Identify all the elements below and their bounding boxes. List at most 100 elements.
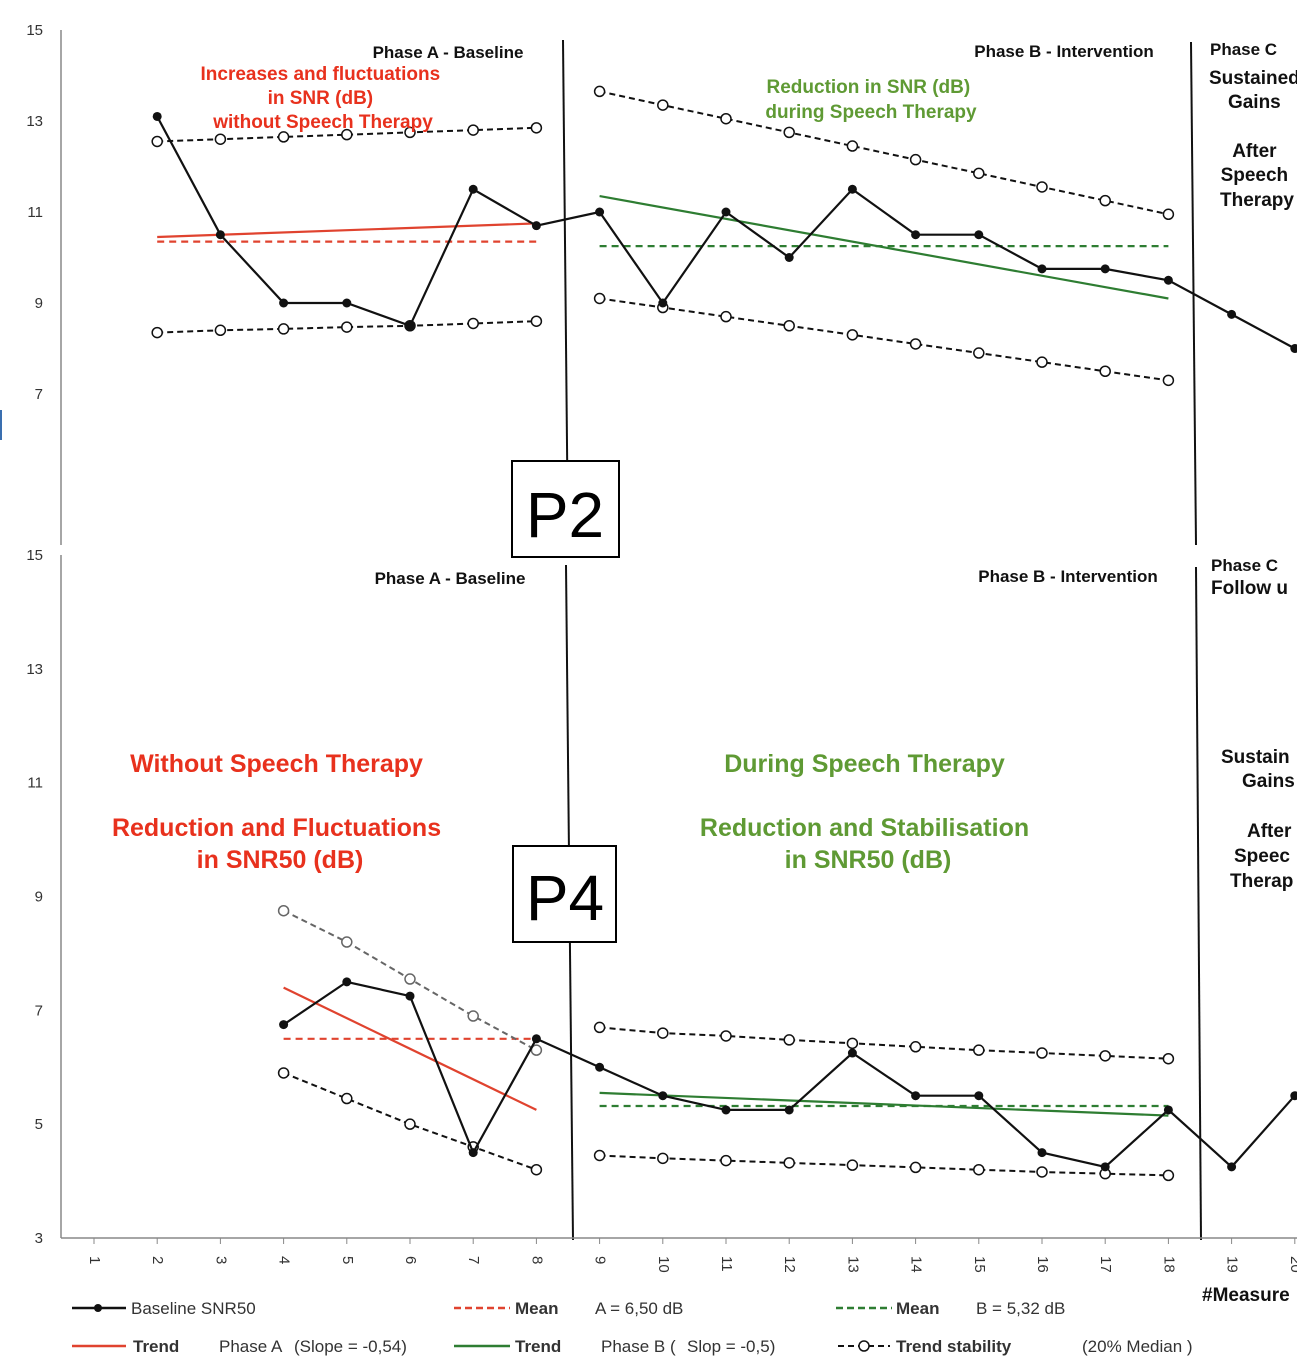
data-point (152, 111, 162, 121)
x-tick-label: 11 (718, 1256, 735, 1272)
p2-phase-a-note: Increases and fluctuations in SNR (dB) w… (201, 64, 446, 133)
stability-point (530, 122, 543, 134)
stability-point (277, 1067, 290, 1079)
stability-point (530, 1163, 543, 1176)
stability-point (657, 1152, 669, 1165)
stability-point (909, 1041, 922, 1053)
stability-point (973, 347, 985, 359)
series-line-trend-b (599, 1091, 1169, 1117)
stability-point (593, 85, 606, 98)
x-tick-label: 1 (86, 1256, 103, 1264)
x-tick-label: 18 (1160, 1256, 1177, 1273)
data-point (974, 230, 984, 240)
x-tick-label: 15 (971, 1256, 988, 1273)
p4-label-box: P4 (512, 845, 617, 943)
edge-mark (0, 410, 2, 440)
data-point (468, 184, 478, 194)
stability-point (720, 1154, 732, 1167)
x-tick-label: 9 (592, 1256, 609, 1264)
p4-phase-c-label: Phase C (1211, 556, 1278, 575)
data-point (1100, 264, 1110, 274)
stability-point (1036, 1166, 1048, 1178)
stability-point (277, 904, 290, 917)
data-point (1163, 275, 1173, 285)
x-tick-label: 4 (276, 1256, 293, 1264)
series-line-trend-a (283, 986, 537, 1111)
stability-point (593, 292, 606, 305)
data-point (1227, 309, 1237, 319)
stability-point (341, 321, 353, 333)
data-point (1163, 1105, 1173, 1115)
stability-point (909, 1161, 922, 1174)
stability-point (593, 1021, 606, 1034)
data-point (1227, 1162, 1237, 1172)
p2-panel: Phase A - Baseline Phase B - Interventio… (201, 40, 1297, 211)
stability-point (1036, 181, 1048, 193)
stability-point (404, 126, 416, 139)
stability-point (846, 1037, 859, 1050)
x-tick-label: 16 (1034, 1256, 1051, 1273)
p4-label: P4 (526, 862, 604, 934)
stability-point (151, 135, 163, 148)
data-point (1100, 1162, 1110, 1172)
x-tick-label: 7 (465, 1256, 482, 1264)
y-tick-label: 13 (26, 113, 43, 130)
data-point (531, 221, 541, 231)
x-tick-label: 10 (655, 1256, 672, 1273)
p4-phase-b-label: Phase B - Intervention (978, 567, 1157, 586)
p4-phase-c-note: Sustain Gains After Speec Therap (1221, 747, 1297, 892)
stability-point (783, 1034, 795, 1046)
data-point (595, 207, 605, 217)
svg-text:B = 5,32 dB: B = 5,32 dB (976, 1299, 1065, 1318)
stability-point (341, 936, 353, 948)
stability-point (973, 1163, 985, 1176)
svg-text:Slop = -0,5): Slop = -0,5) (687, 1337, 775, 1356)
p2-phase-a-label: Phase A - Baseline (373, 43, 524, 62)
stability-point (846, 329, 859, 341)
stability-point (214, 324, 227, 337)
y-tick-label: 5 (35, 1116, 43, 1133)
stability-point (657, 99, 669, 111)
stability-point (1036, 356, 1048, 368)
stability-point (530, 1044, 543, 1056)
data-point (911, 230, 921, 240)
p2-phase-c-label: Phase C (1210, 40, 1277, 59)
data-point (1290, 1091, 1297, 1101)
data-point (215, 230, 225, 240)
svg-text:Baseline SNR50: Baseline SNR50 (131, 1299, 256, 1318)
p4-panel: Phase A - Baseline Phase B - Interventio… (112, 556, 1297, 892)
p2-label-box: P2 (511, 460, 620, 558)
stability-point (720, 1030, 732, 1042)
stability-point (973, 167, 985, 180)
stability-point (151, 326, 163, 339)
x-tick-label: 19 (1224, 1256, 1241, 1273)
data-point (658, 1091, 668, 1101)
p2-phase-b-note: Reduction in SNR (dB) during Speech Ther… (765, 77, 977, 123)
data-point (342, 977, 352, 987)
svg-text:Trend: Trend (515, 1337, 561, 1356)
legend-trend-b: Trend Phase B ( Slop = -0,5) (454, 1337, 775, 1356)
legend-baseline: Baseline SNR50 (72, 1299, 256, 1318)
svg-text:Trend stability: Trend stability (896, 1337, 1012, 1356)
stability-point (1162, 208, 1175, 221)
svg-text:(Slope = -0,54): (Slope = -0,54) (294, 1337, 407, 1356)
series-line-trend-b (599, 195, 1169, 300)
p4-phase-a-note: Without Speech Therapy Reduction and Flu… (112, 750, 448, 874)
legend-mean-b: Mean B = 5,32 dB (836, 1299, 1065, 1318)
stability-point (1036, 1047, 1048, 1059)
y-tick-label: 11 (27, 204, 43, 221)
stability-point (720, 310, 732, 323)
data-point (1290, 344, 1297, 353)
data-point (784, 253, 794, 262)
y-tick-label: 15 (26, 547, 43, 564)
data-point (721, 1105, 731, 1115)
data-point (1037, 264, 1047, 274)
x-tick-label: 8 (528, 1256, 545, 1264)
stability-point (720, 112, 732, 125)
plot-area-p2: 15 13 11 9 7 (26, 22, 1297, 546)
stability-point (1162, 374, 1175, 387)
stability-point (1162, 1052, 1175, 1065)
stability-point (1099, 194, 1111, 207)
stability-point (783, 1157, 795, 1169)
